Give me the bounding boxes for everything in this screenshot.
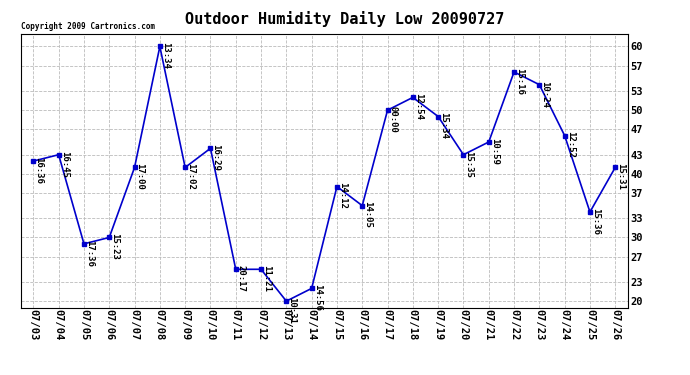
Text: 15:34: 15:34 <box>440 112 449 139</box>
Text: 16:29: 16:29 <box>212 144 221 171</box>
Text: 11:21: 11:21 <box>262 265 271 292</box>
Text: 12:54: 12:54 <box>414 93 423 120</box>
Text: 14:12: 14:12 <box>338 182 347 209</box>
Text: 15:23: 15:23 <box>110 233 119 260</box>
Text: 16:36: 16:36 <box>34 157 43 184</box>
Text: 12:52: 12:52 <box>566 132 575 158</box>
Text: Outdoor Humidity Daily Low 20090727: Outdoor Humidity Daily Low 20090727 <box>186 11 504 27</box>
Text: 15:16: 15:16 <box>515 68 524 94</box>
Text: 15:36: 15:36 <box>591 208 600 235</box>
Text: Copyright 2009 Cartronics.com: Copyright 2009 Cartronics.com <box>21 22 155 31</box>
Text: 17:36: 17:36 <box>85 240 94 267</box>
Text: 15:31: 15:31 <box>616 163 625 190</box>
Text: 14:05: 14:05 <box>364 201 373 228</box>
Text: 10:24: 10:24 <box>540 81 549 107</box>
Text: 17:00: 17:00 <box>136 163 145 190</box>
Text: 00:00: 00:00 <box>388 106 397 133</box>
Text: 16:45: 16:45 <box>60 150 69 177</box>
Text: 13:34: 13:34 <box>161 42 170 69</box>
Text: 17:02: 17:02 <box>186 163 195 190</box>
Text: 20:17: 20:17 <box>237 265 246 292</box>
Text: 15:35: 15:35 <box>464 150 473 177</box>
Text: 10:31: 10:31 <box>288 297 297 324</box>
Text: 14:56: 14:56 <box>313 284 322 311</box>
Text: 10:59: 10:59 <box>490 138 499 165</box>
